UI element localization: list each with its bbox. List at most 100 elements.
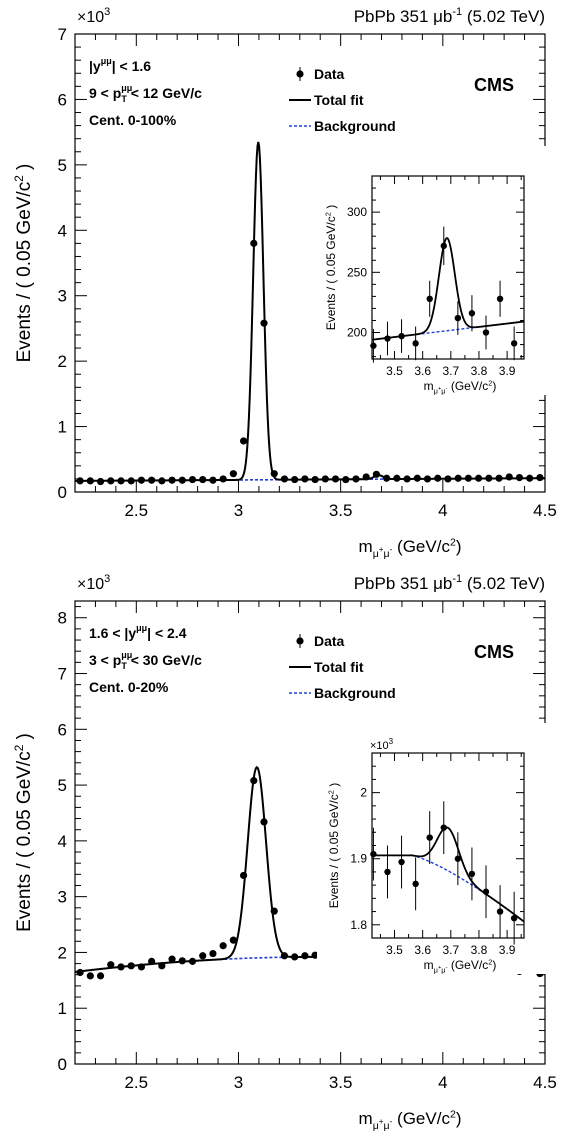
data-point <box>178 957 186 965</box>
data-point <box>526 474 534 482</box>
data-point <box>107 477 115 485</box>
annotation-3: Cent. 0-20% <box>89 679 169 695</box>
data-point <box>260 818 268 826</box>
y-tick-label: 5 <box>58 156 67 175</box>
data-point <box>229 936 237 944</box>
data-point <box>209 476 217 484</box>
data-point <box>485 474 493 482</box>
x-axis-label: mμ+μ- (GeV/c2) <box>359 1109 462 1131</box>
data-point <box>321 475 329 483</box>
data-point <box>137 963 146 971</box>
data-point <box>107 961 115 969</box>
data-point <box>383 474 391 482</box>
inset-data-point <box>454 314 462 322</box>
y-tick-label: 4 <box>58 832 67 851</box>
legend-fit-label: Total fit <box>314 659 364 675</box>
data-point <box>454 474 462 482</box>
data-point <box>342 475 350 484</box>
inset-data-point <box>398 332 405 340</box>
annotation-2: 9 < pμμ T < 12 GeV/c <box>89 83 202 104</box>
data-point <box>117 963 125 971</box>
inset-data-point <box>440 824 447 831</box>
inset-data-point <box>426 295 433 303</box>
data-point <box>250 777 258 785</box>
x-tick-label: 4.5 <box>533 1073 557 1092</box>
inset-x-tick-label: 3.9 <box>499 943 516 957</box>
y-tick-label: 1 <box>58 418 67 437</box>
inset-x-tick-label: 3.7 <box>442 364 459 378</box>
x-tick-label: 2.5 <box>124 501 148 520</box>
data-point <box>311 475 319 484</box>
data-point <box>168 476 176 484</box>
y-tick-label: 5 <box>58 776 67 795</box>
inset-data-point <box>496 295 504 303</box>
inset-data-point <box>440 242 447 250</box>
data-point <box>291 953 299 961</box>
data-point <box>76 968 84 977</box>
inset-frame <box>371 175 525 360</box>
x-tick-label: 4 <box>438 1073 447 1092</box>
y-tick-label: 2 <box>58 352 67 371</box>
x-tick-label: 4.5 <box>533 501 557 520</box>
data-point <box>168 955 176 963</box>
inset-x-tick-label: 3.8 <box>471 943 488 957</box>
y-axis-label: Events / ( 0.05 GeV/c2 ) <box>13 164 35 363</box>
inset-y-tick-label: 2 <box>360 786 367 800</box>
header-label: PbPb 351 μb-1 (5.02 TeV) <box>354 6 545 26</box>
data-point <box>117 477 125 485</box>
chart-panel-1: PbPb 351 μb-1 (5.02 TeV) ×103 2.5 3 3.5 4 4.5 0… <box>13 6 557 560</box>
legend-background-label: Background <box>314 118 396 134</box>
annotation-1: |yμμ| < 1.6 <box>89 56 151 74</box>
y-tick-label: 6 <box>58 90 67 109</box>
inset-y-tick-label: 1.9 <box>350 852 367 866</box>
data-point <box>199 475 207 484</box>
data-point <box>219 475 227 483</box>
x-tick-label: 3 <box>234 1073 243 1092</box>
data-point <box>495 474 503 482</box>
data-point <box>188 957 197 965</box>
data-point <box>229 470 237 478</box>
data-point <box>280 475 289 483</box>
inset-x-tick-label: 3.9 <box>499 364 516 378</box>
data-point <box>505 473 513 481</box>
y-tick-label: 6 <box>58 720 67 739</box>
data-point <box>96 477 105 486</box>
data-point <box>515 474 524 482</box>
exponent-label: ×103 <box>77 6 110 26</box>
x-tick-label: 3 <box>234 501 243 520</box>
data-point <box>301 475 309 483</box>
inset-y-tick-label: 250 <box>347 265 367 279</box>
header-label: PbPb 351 μb-1 (5.02 TeV) <box>354 573 545 593</box>
inset-exponent-label: ×103 <box>370 737 394 752</box>
inset-data-point <box>510 914 518 922</box>
data-point <box>280 952 289 960</box>
inset-data-point <box>454 855 462 862</box>
data-point <box>148 476 156 484</box>
y-tick-label: 3 <box>58 287 67 306</box>
data-point <box>393 474 401 482</box>
inset-y-tick-label: 1.8 <box>350 918 367 932</box>
inset-data-point <box>412 340 419 347</box>
data-point <box>444 475 452 483</box>
annotation-3: Cent. 0-100% <box>89 112 177 128</box>
data-point <box>219 942 227 950</box>
data-point <box>199 952 207 960</box>
inset-data-point <box>468 870 476 878</box>
data-point <box>536 474 544 482</box>
data-point <box>86 477 94 485</box>
data-point <box>434 474 442 482</box>
data-point <box>76 477 84 485</box>
data-point <box>239 437 248 445</box>
inset-data-point <box>384 868 391 876</box>
inset-x-tick-label: 3.5 <box>386 943 403 957</box>
inset-fit-curve <box>372 826 525 923</box>
data-point <box>403 475 411 483</box>
data-point <box>209 949 217 958</box>
data-point <box>291 475 299 484</box>
experiment-label: CMS <box>474 75 514 95</box>
data-point <box>474 474 483 482</box>
data-point <box>188 475 197 484</box>
y-tick-label: 2 <box>58 943 67 962</box>
inset-y-tick-label: 200 <box>347 326 367 340</box>
inset-y-axis-label: Events / ( 0.05 GeV/c2 ) <box>326 783 341 909</box>
